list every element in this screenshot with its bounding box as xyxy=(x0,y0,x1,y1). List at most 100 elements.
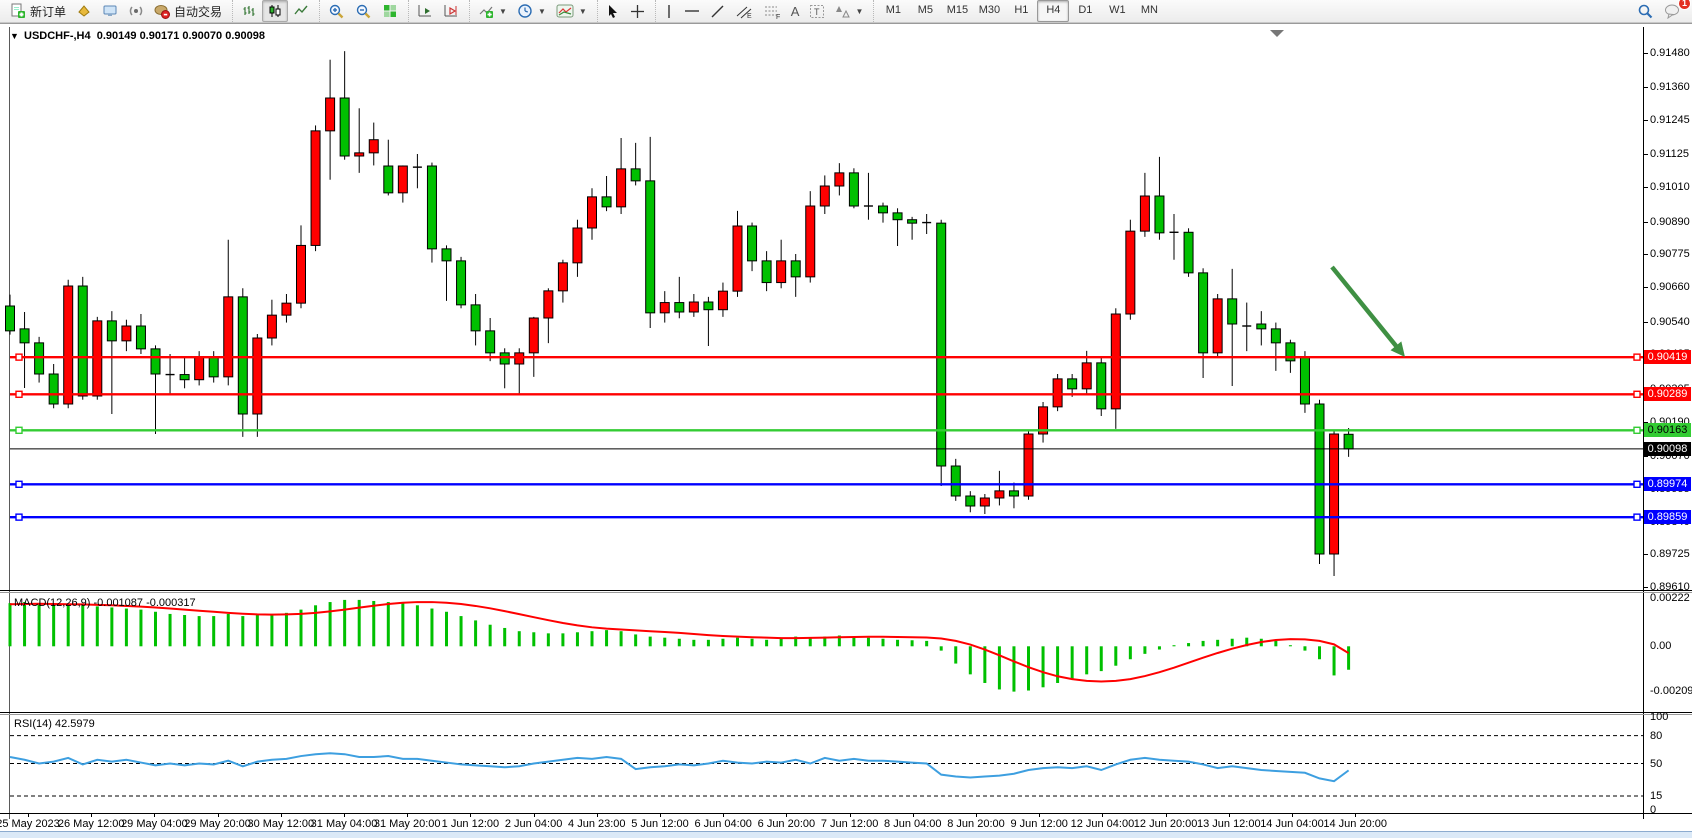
trendline-icon xyxy=(710,4,725,19)
text-tool-button[interactable]: A xyxy=(786,0,805,22)
template-icon xyxy=(556,4,574,18)
rsi-label: RSI(14) 42.5979 xyxy=(14,718,95,730)
macd-histogram xyxy=(8,599,1351,692)
candlestick-chart-button[interactable] xyxy=(262,0,289,22)
chart-symbol-period: USDCHF-,H4 xyxy=(24,30,91,42)
search-button[interactable] xyxy=(1632,0,1659,22)
new-order-label: 新订单 xyxy=(30,4,67,19)
bar-chart-icon xyxy=(241,3,257,19)
time-label: 9 Jun 12:00 xyxy=(1010,818,1068,830)
chat-bubble-icon xyxy=(1664,3,1681,19)
one-click-trading-toggle[interactable]: ▼ xyxy=(10,31,19,41)
timeframe-M1[interactable]: M1 xyxy=(885,4,902,16)
line-chart-icon xyxy=(293,3,309,19)
chart-shift-marker[interactable] xyxy=(1270,30,1284,37)
horizontal-lines[interactable] xyxy=(10,353,1643,521)
rsi-axis-tick: 0 xyxy=(1650,804,1657,816)
templates-button[interactable]: ▼ xyxy=(551,0,592,22)
styler-button[interactable] xyxy=(71,0,97,22)
notifications-button[interactable]: 1 xyxy=(1659,0,1691,22)
zoom-out-button[interactable] xyxy=(350,0,377,22)
zoom-in-button[interactable] xyxy=(323,0,350,22)
time-label: 14 Jun 04:00 xyxy=(1260,818,1324,830)
channel-icon: E xyxy=(735,4,753,19)
panel-separator[interactable] xyxy=(0,590,1692,591)
fibonacci-tool[interactable]: F xyxy=(758,0,786,22)
arrows-tool-button[interactable]: ▼ xyxy=(830,0,868,22)
macd-axis-tick: 0.00 xyxy=(1650,640,1672,653)
rsi-canvas[interactable] xyxy=(9,715,1643,813)
macd-name: MACD(12,26,9) xyxy=(14,597,91,609)
bar-chart-button[interactable] xyxy=(236,0,262,22)
zoom-out-icon xyxy=(355,3,372,20)
strategy-tester-button[interactable] xyxy=(97,0,123,22)
svg-text:T: T xyxy=(814,7,820,17)
hline-price-label: 0.89974 xyxy=(1644,477,1691,492)
macd-canvas[interactable] xyxy=(8,593,1643,712)
paint-bucket-icon xyxy=(76,3,92,19)
time-tick xyxy=(786,813,788,817)
chevron-down-icon: ▼ xyxy=(855,6,864,16)
timeframe-MN[interactable]: MN xyxy=(1140,4,1158,16)
trendline-tool[interactable] xyxy=(705,0,730,22)
crosshair-tool-button[interactable] xyxy=(625,0,650,22)
rsi-axis-tick: 50 xyxy=(1650,757,1663,770)
cursor-tool-button[interactable] xyxy=(601,0,625,22)
periods-button[interactable]: ▼ xyxy=(512,0,551,22)
time-tick xyxy=(849,813,851,817)
horizontal-line-tool[interactable] xyxy=(679,0,705,22)
svg-text:F: F xyxy=(776,14,780,19)
time-label: 6 Jun 04:00 xyxy=(694,818,752,830)
timeframe-W1[interactable]: W1 xyxy=(1109,4,1126,16)
vertical-line-tool[interactable] xyxy=(659,0,679,22)
timeframe-M15[interactable]: M15 xyxy=(946,4,969,16)
arrow-annotation[interactable] xyxy=(1330,265,1401,351)
time-tick xyxy=(1165,813,1167,817)
macd-signal-value: -0.000317 xyxy=(146,597,196,609)
timeframe-M30[interactable]: M30 xyxy=(978,4,1001,16)
time-tick xyxy=(470,813,472,817)
rsi-axis-tick: 80 xyxy=(1650,729,1663,742)
rsi-axis-tick: 100 xyxy=(1650,711,1669,723)
time-label: 29 May 04:00 xyxy=(121,818,188,830)
price-tick: 0.91480 xyxy=(1643,47,1690,59)
macd-label: MACD(12,26,9) -0.001087 -0.000317 xyxy=(14,597,196,609)
timeframe-H1[interactable]: H1 xyxy=(1014,4,1029,16)
time-tick xyxy=(344,813,345,817)
time-tick xyxy=(976,813,977,817)
text-label-tool-button[interactable]: T xyxy=(804,0,830,22)
line-chart-button[interactable] xyxy=(288,0,314,22)
price-tick: 0.89725 xyxy=(1643,548,1690,561)
timeframe-D1[interactable]: D1 xyxy=(1078,4,1093,16)
toolbar: 新订单 自动交易 ▼ ▼ ▼ xyxy=(0,0,1692,23)
toolbar-right: 1 xyxy=(1632,0,1692,22)
plot-left-border xyxy=(9,27,10,819)
autotrading-icon xyxy=(154,3,171,19)
time-label: 26 May 12:00 xyxy=(57,818,125,830)
panel-separator[interactable] xyxy=(0,712,1692,713)
chart-shift-button[interactable] xyxy=(438,0,464,22)
autotrading-button[interactable]: 自动交易 xyxy=(149,0,227,22)
main-chart-canvas[interactable] xyxy=(5,27,1643,591)
toolbar-group-trade: 新订单 自动交易 xyxy=(2,0,230,22)
equidistant-channel-tool[interactable]: E xyxy=(730,0,758,22)
signals-button[interactable] xyxy=(123,0,149,22)
timeframe-switcher: M1 M5 M15 M30 H1 H4 D1 W1 MN xyxy=(873,0,1168,22)
indicators-button[interactable]: ▼ xyxy=(473,0,512,22)
auto-scroll-button[interactable] xyxy=(412,0,438,22)
new-order-button[interactable]: 新订单 xyxy=(5,0,71,22)
chart-window[interactable]: ▼ USDCHF-,H4 0.90149 0.90171 0.90070 0.9… xyxy=(0,23,1692,838)
macd-value: -0.001087 xyxy=(93,597,144,609)
tile-windows-button[interactable] xyxy=(377,0,403,22)
timeframe-M5[interactable]: M5 xyxy=(917,4,934,16)
time-tick xyxy=(533,813,535,817)
toolbar-group-scroll xyxy=(408,0,467,22)
panel-separator-2 xyxy=(0,714,1692,715)
time-label: 31 May 20:00 xyxy=(373,818,441,830)
chevron-down-icon: ▼ xyxy=(537,6,546,16)
time-tick xyxy=(660,813,661,817)
toolbar-group-charttype xyxy=(232,0,317,22)
svg-text:E: E xyxy=(747,13,752,19)
timeframe-H4[interactable]: H4 xyxy=(1037,0,1070,22)
